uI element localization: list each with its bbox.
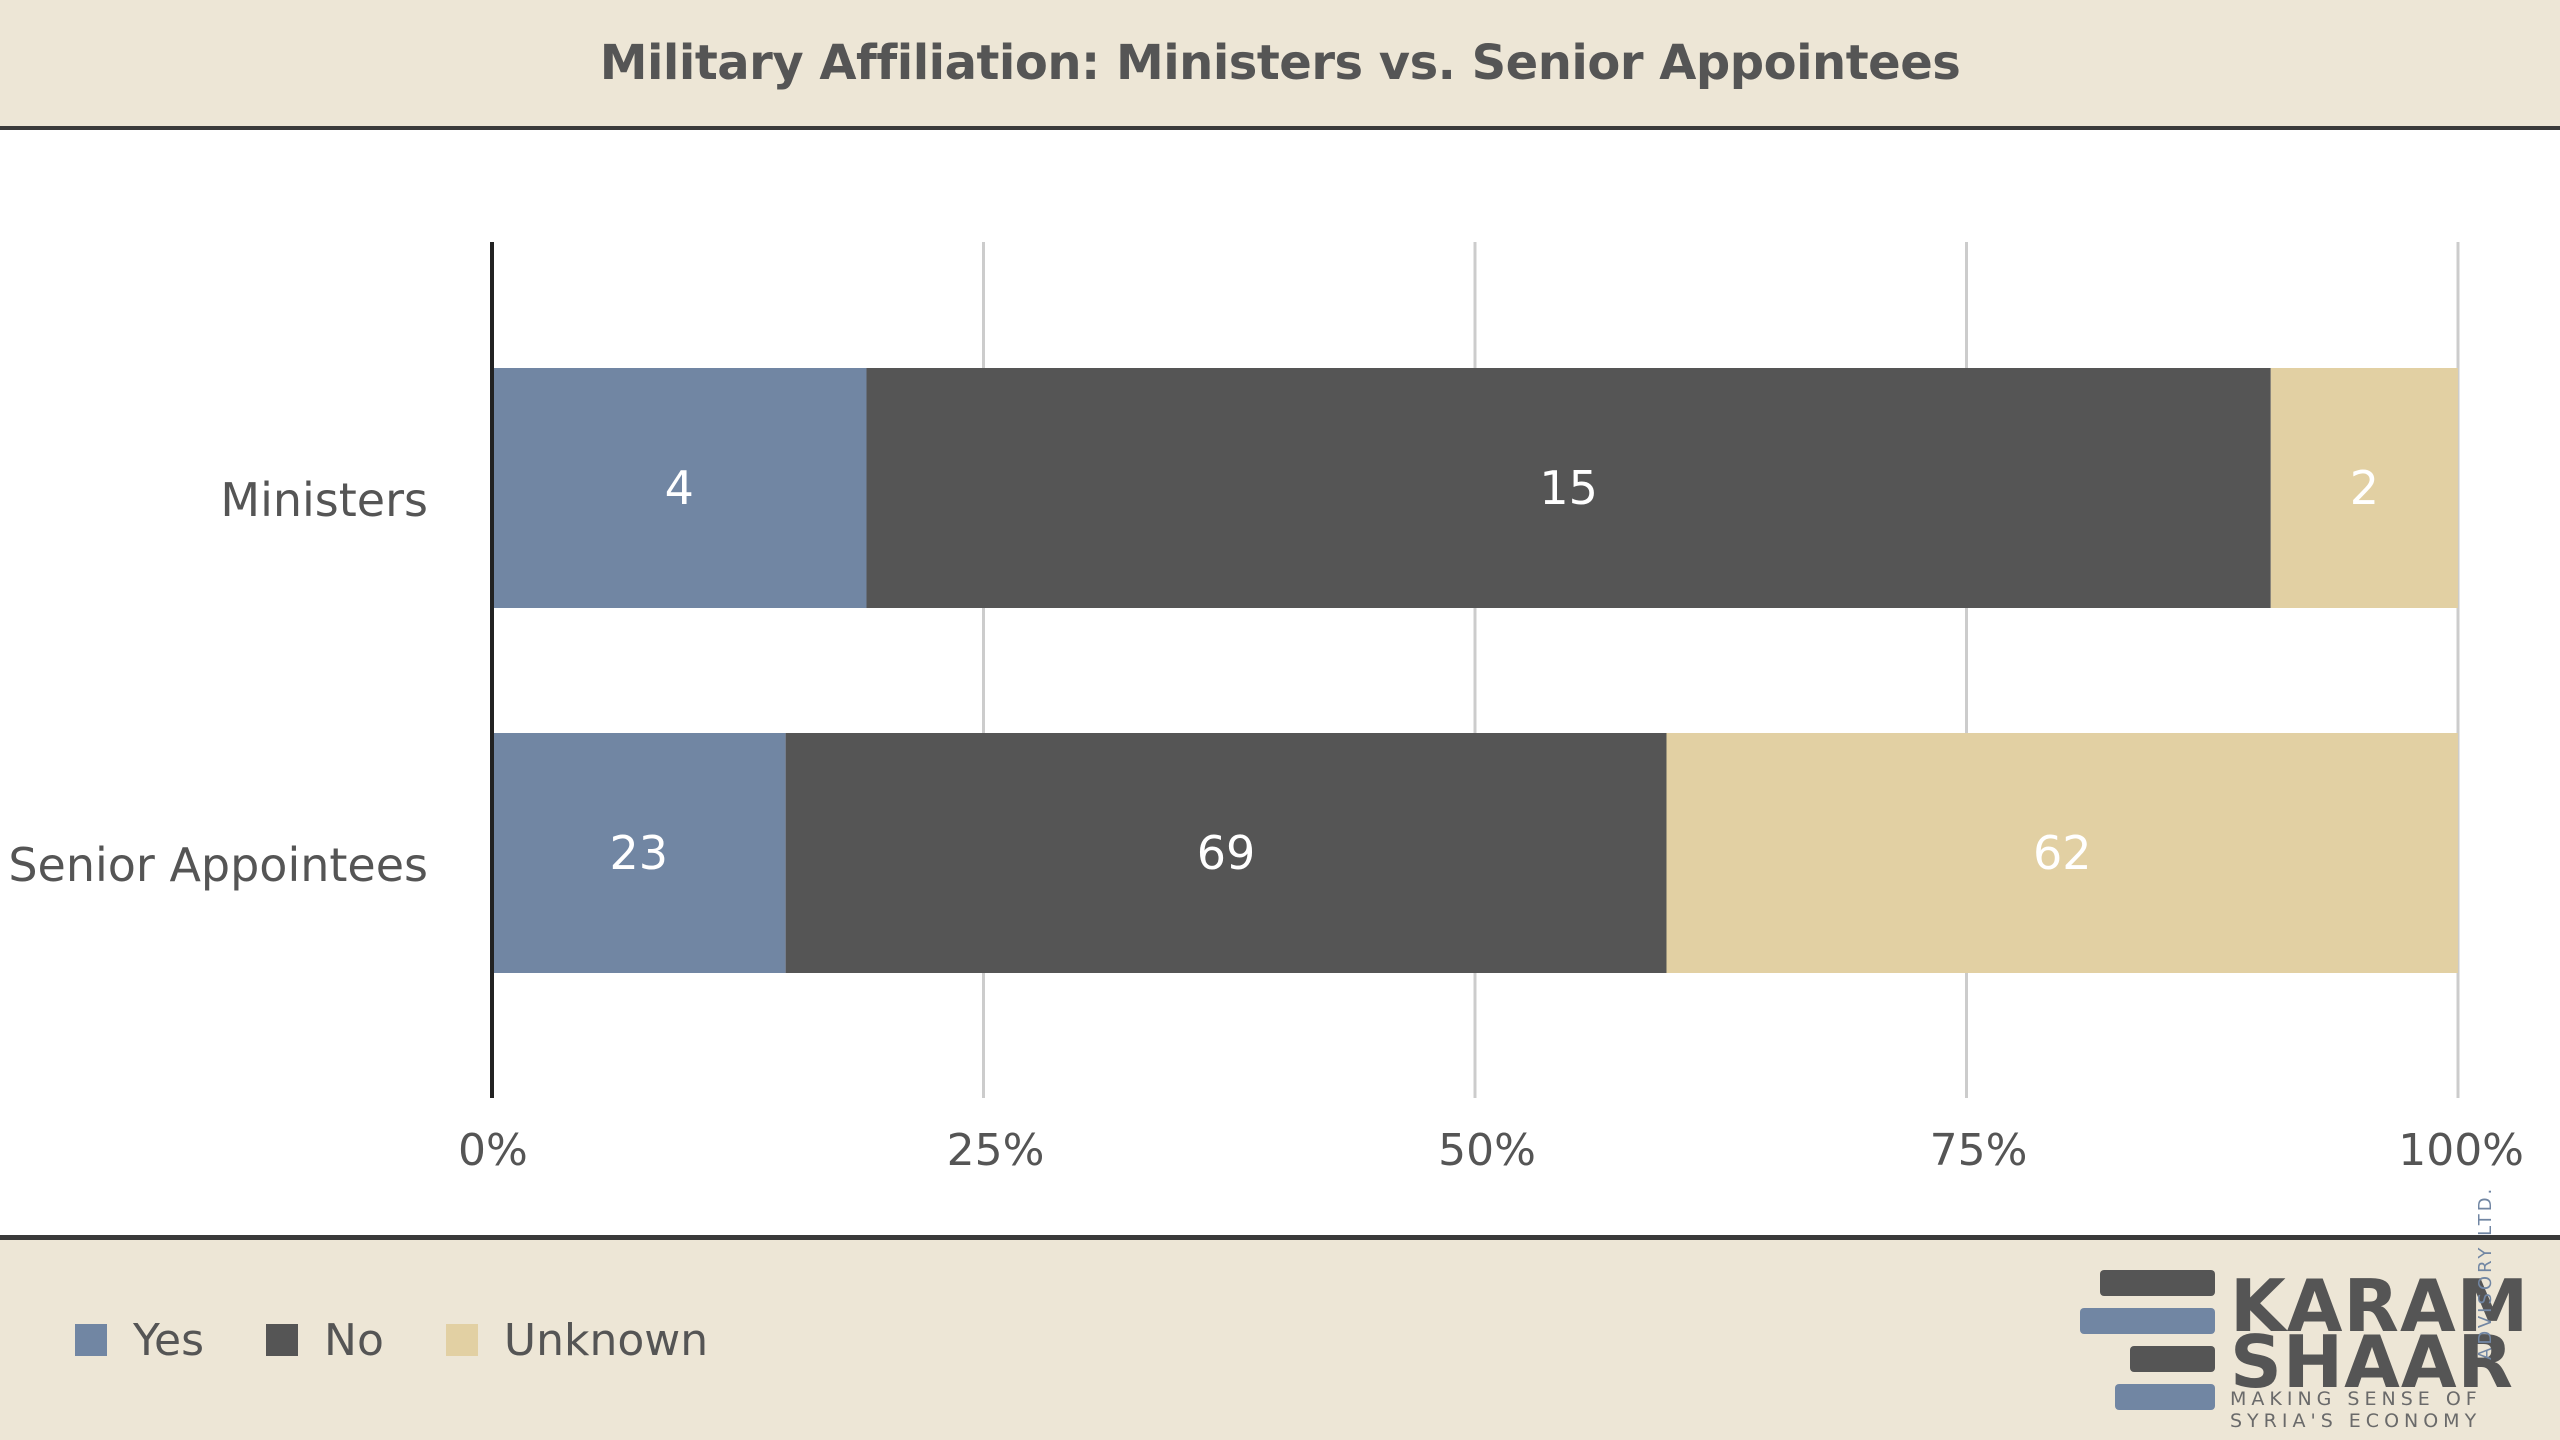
data-label-ministers-yes: 4: [665, 461, 694, 515]
category-label-senior-appointees: Senior Appointees: [8, 838, 428, 892]
data-label-ministers-no: 15: [1539, 461, 1598, 515]
data-label-senior-appointees-yes: 23: [610, 826, 669, 880]
bar-senior-appointees-no: [785, 733, 1667, 973]
legend-label-unknown: Unknown: [503, 1314, 709, 1366]
bar-ministers-yes: [492, 368, 867, 608]
bar-senior-appointees-unknown: [1666, 733, 2458, 973]
logo-word-shaar: SHAAR: [2230, 1320, 2514, 1404]
data-label-senior-appointees-unknown: 62: [2033, 826, 2092, 880]
legend-label-no: No: [324, 1314, 384, 1366]
x-tick-label-50: 50%: [1438, 1125, 1536, 1176]
bar-ministers-no: [866, 368, 2271, 608]
logo-suffix: ADVISORY LTD.: [2475, 1185, 2496, 1360]
chart-footer: Yes No Unknown KARAM SHAAR MAKING SENSE …: [0, 1186, 2560, 1440]
data-label-senior-appointees-no: 69: [1197, 826, 1256, 880]
logo-tagline-2: SYRIA'S ECONOMY: [2230, 1410, 2482, 1432]
legend-swatch-unknown: [445, 1324, 478, 1356]
logo-word-karam: KARAM: [2230, 1264, 2530, 1348]
legend-item-unknown: Unknown: [445, 1314, 709, 1366]
chart-legend: Yes No Unknown: [75, 1240, 770, 1440]
x-tick-label-75: 75%: [1930, 1125, 2028, 1176]
x-tick-label-25: 25%: [947, 1125, 1045, 1176]
x-tick-label-0: 0%: [458, 1125, 528, 1176]
legend-label-yes: Yes: [133, 1314, 205, 1366]
logo-bar-1: [2100, 1270, 2215, 1296]
bar-senior-appointees-yes: [492, 733, 786, 973]
brand-logo: KARAM SHAAR MAKING SENSE OF SYRIA'S ECON…: [2075, 1186, 2535, 1432]
category-label-ministers: Ministers: [220, 473, 428, 527]
stacked-bar-chart: 4 15 2 Ministers 23 69 62 Senior Appointees 0% 25…: [8, 242, 2524, 1176]
logo-bar-4: [2115, 1384, 2215, 1410]
logo-bar-2: [2080, 1308, 2215, 1334]
chart-header: Military Affiliation: Ministers vs. Seni…: [0, 0, 2560, 130]
chart-title: Military Affiliation: Ministers vs. Seni…: [599, 35, 1961, 91]
legend-swatch-no: [266, 1324, 299, 1356]
data-label-ministers-unknown: 2: [2350, 461, 2379, 515]
legend-swatch-yes: [75, 1324, 107, 1356]
chart-area: 4 15 2 Ministers 23 69 62 Senior Appointees 0% 25…: [0, 130, 2560, 1235]
legend-item-yes: Yes: [75, 1315, 204, 1366]
logo-bar-3: [2130, 1346, 2215, 1372]
logo-tagline-1: MAKING SENSE OF: [2230, 1388, 2482, 1410]
x-tick-label-100: 100%: [2398, 1125, 2524, 1176]
legend-item-no: No: [266, 1315, 384, 1366]
bar-ministers-unknown: [2270, 368, 2458, 608]
